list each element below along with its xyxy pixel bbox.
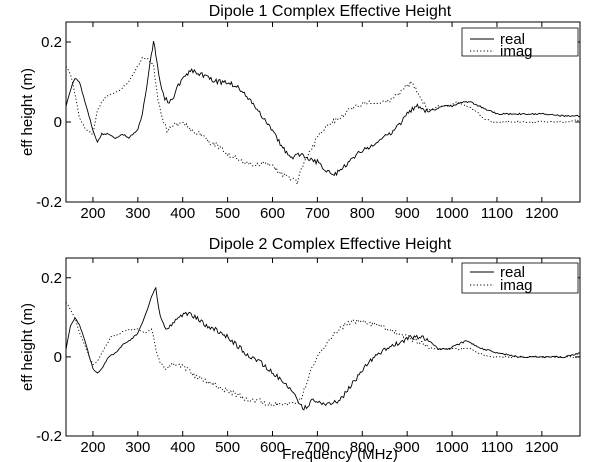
x-tick-label: 1100 bbox=[481, 439, 513, 456]
y-tick-label: 0.2 bbox=[41, 270, 62, 287]
x-tick-label: 400 bbox=[170, 205, 195, 222]
y-axis-label: eff height (m) bbox=[19, 68, 36, 156]
tick-group: 200 300 400 500 600 700 800 900 1000 1100 1200 -0.2… bbox=[36, 22, 580, 222]
x-axis-label: Frequency (MHz) bbox=[282, 446, 398, 462]
series-line-imag bbox=[65, 301, 581, 408]
series-group bbox=[65, 286, 581, 411]
legend: real imag bbox=[461, 262, 579, 294]
x-tick-label: 600 bbox=[260, 439, 285, 456]
x-tick-label: 700 bbox=[305, 205, 330, 222]
x-tick-label: 1200 bbox=[525, 439, 558, 456]
series-group bbox=[65, 40, 581, 185]
legend-label-real: real bbox=[500, 264, 525, 281]
x-tick-label: 900 bbox=[395, 205, 420, 222]
x-tick-label: 800 bbox=[350, 205, 375, 222]
x-tick-label: 300 bbox=[125, 205, 150, 222]
x-tick-label: 200 bbox=[80, 439, 105, 456]
chart-panel-1: Dipole 1 Complex Effective Height 200 300… bbox=[19, 3, 581, 222]
x-tick-label: 1100 bbox=[481, 205, 513, 222]
x-tick-label: 500 bbox=[215, 205, 240, 222]
y-axis-label: eff height (m) bbox=[19, 303, 36, 391]
tick-group: 200 300 400 500 600 700 800 900 1000 1100 1200 -0.2… bbox=[36, 258, 580, 456]
chart-title: Dipole 2 Complex Effective Height bbox=[209, 236, 452, 253]
x-tick-label: 200 bbox=[80, 205, 105, 222]
x-tick-label: 600 bbox=[260, 205, 285, 222]
x-tick-label: 400 bbox=[170, 439, 195, 456]
y-tick-label: 0 bbox=[54, 114, 62, 131]
legend-label-imag: imag bbox=[500, 43, 533, 60]
chart-title: Dipole 1 Complex Effective Height bbox=[209, 3, 452, 20]
x-tick-label: 800 bbox=[350, 439, 375, 456]
y-tick-label: 0 bbox=[54, 349, 62, 366]
legend-label-imag: imag bbox=[500, 277, 533, 294]
x-tick-label: 1000 bbox=[435, 205, 468, 222]
y-tick-label: 0.2 bbox=[41, 34, 62, 51]
y-tick-label: -0.2 bbox=[36, 194, 62, 211]
series-line-real bbox=[65, 286, 581, 411]
x-tick-label: 700 bbox=[305, 439, 330, 456]
x-tick-label: 1200 bbox=[525, 205, 558, 222]
legend-label-real: real bbox=[500, 31, 525, 48]
legend: real imag bbox=[461, 27, 579, 60]
x-tick-label: 300 bbox=[125, 439, 150, 456]
series-line-real bbox=[65, 40, 581, 177]
x-tick-label: 1000 bbox=[435, 439, 468, 456]
x-tick-label: 900 bbox=[395, 439, 420, 456]
legend-box bbox=[461, 262, 579, 294]
chart-panel-2: Dipole 2 Complex Effective Height 200 300… bbox=[19, 236, 581, 462]
x-tick-label: 500 bbox=[215, 439, 240, 456]
y-tick-label: -0.2 bbox=[36, 428, 62, 445]
